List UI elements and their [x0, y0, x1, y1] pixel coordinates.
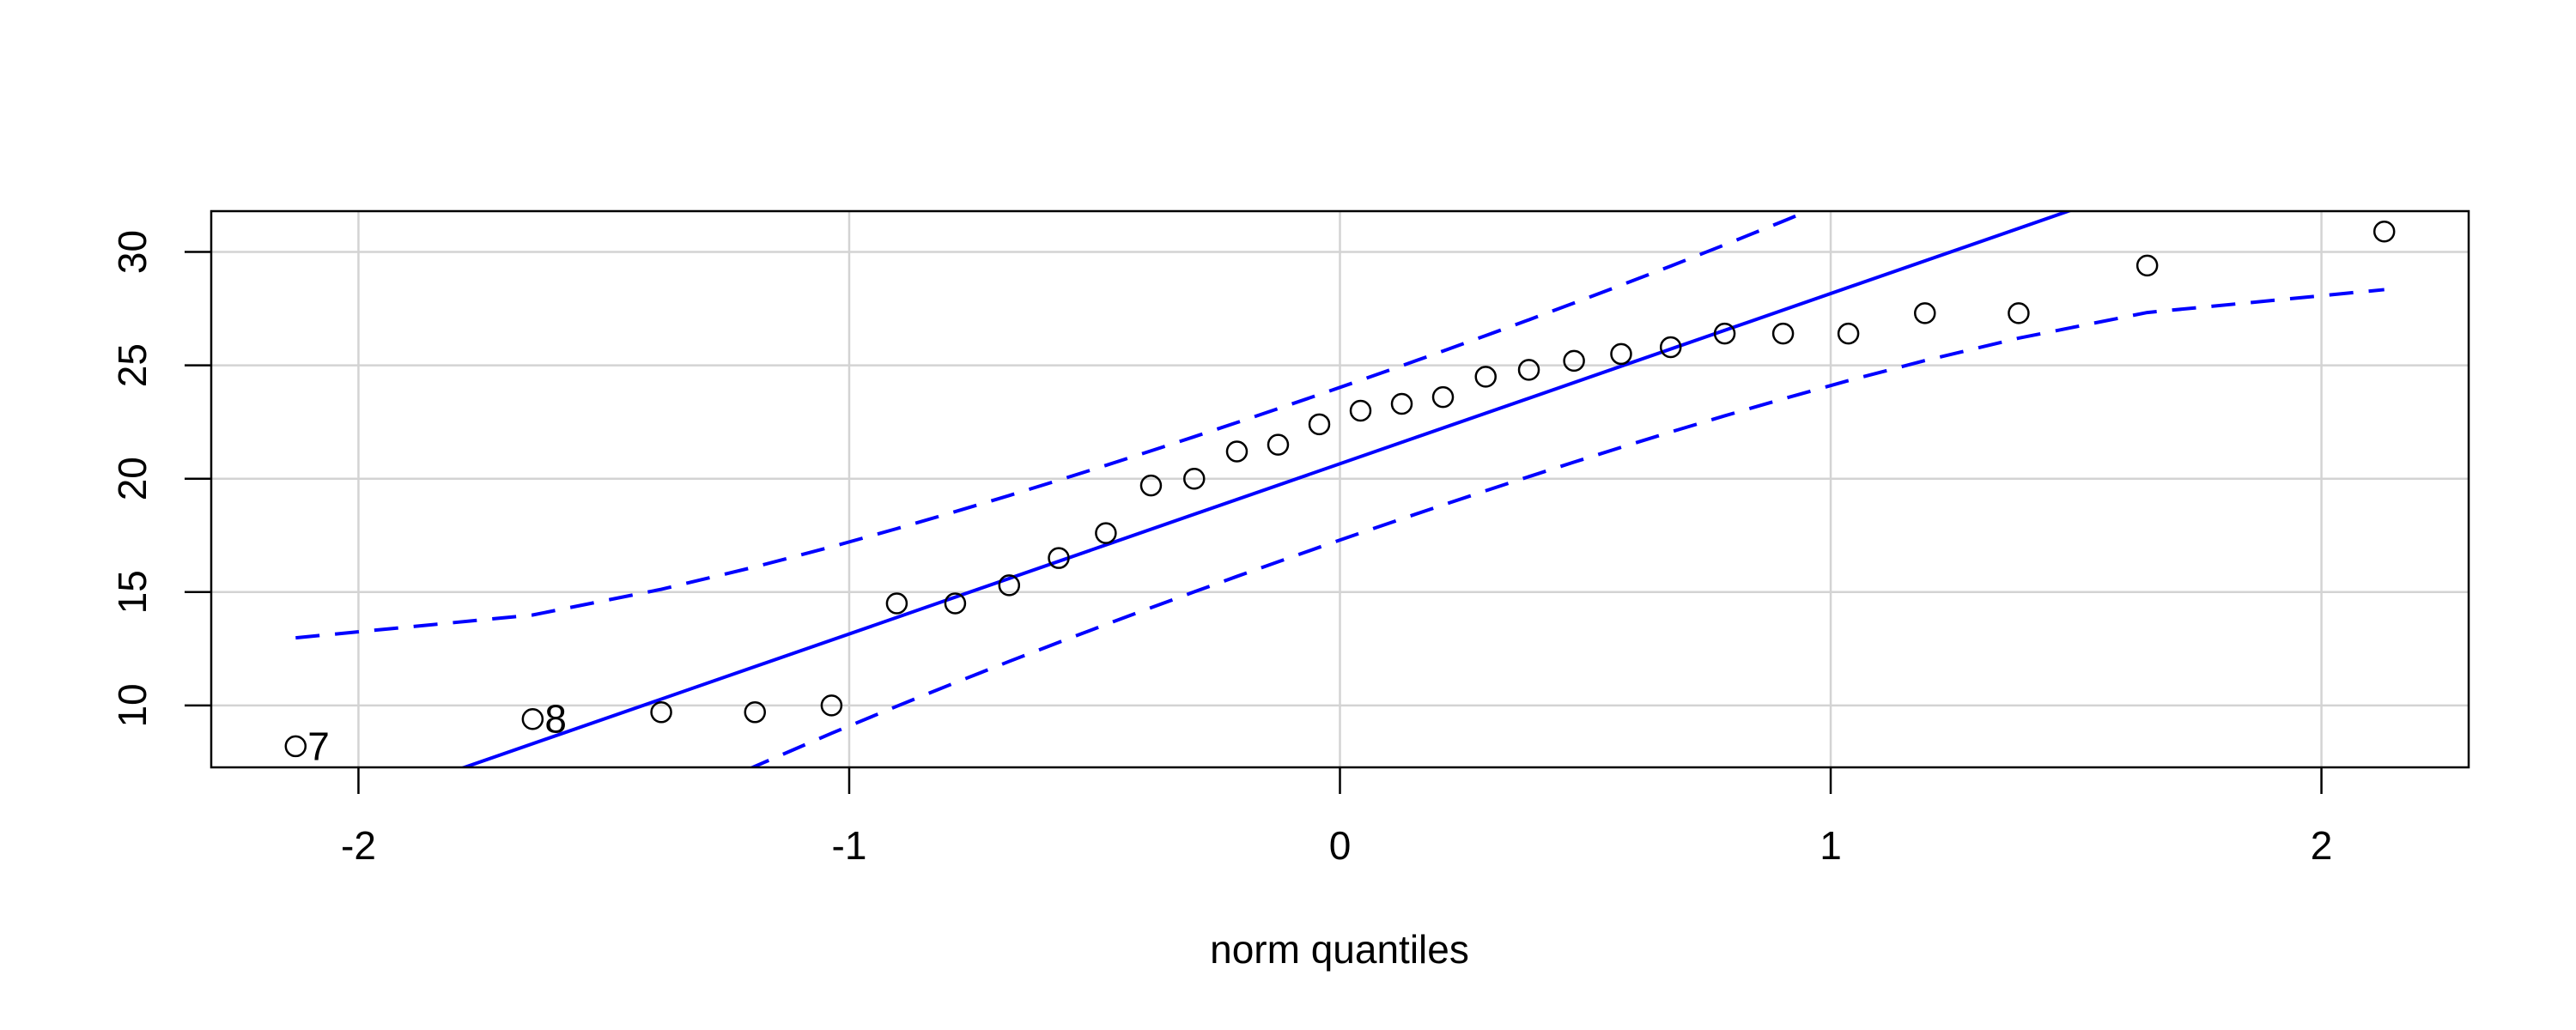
x-tick-label: -1 — [832, 823, 867, 868]
data-points — [284, 221, 2396, 758]
data-point — [885, 592, 908, 615]
reference-line — [459, 211, 2074, 767]
data-point — [1048, 547, 1070, 569]
data-point — [2008, 302, 2030, 324]
grid — [211, 211, 2469, 767]
point-label: 7 — [307, 724, 330, 768]
data-point — [1267, 433, 1290, 456]
y-axis: 10 15 20 25 30 — [110, 230, 211, 727]
data-point — [521, 707, 544, 730]
data-point — [998, 574, 1021, 597]
data-point — [1225, 440, 1249, 463]
x-tick-label: 1 — [1820, 823, 1842, 868]
data-point — [1563, 349, 1585, 373]
data-point — [1308, 413, 1331, 436]
upper-envelope — [295, 211, 1813, 640]
x-axis-title: norm quantiles — [1210, 927, 1469, 972]
data-point — [2372, 221, 2396, 243]
point-labels: 78 — [307, 697, 567, 769]
x-tick-label: 0 — [1329, 823, 1352, 868]
point-label: 8 — [544, 697, 567, 742]
data-point — [1771, 322, 1795, 345]
y-tick-label: 15 — [110, 570, 155, 614]
data-point — [1837, 322, 1860, 345]
data-point — [284, 735, 307, 758]
x-axis: -2 -1 0 1 2 — [341, 767, 2332, 868]
data-point — [944, 592, 967, 615]
data-point — [650, 701, 672, 724]
y-tick-label: 25 — [110, 343, 155, 387]
data-point — [1659, 336, 1682, 359]
data-point — [1139, 474, 1163, 497]
data-point — [2136, 254, 2159, 277]
y-tick-label: 10 — [110, 683, 155, 727]
data-point — [1914, 302, 1936, 324]
lower-envelope — [748, 288, 2385, 767]
fit-lines — [295, 211, 2385, 767]
x-tick-label: -2 — [341, 823, 376, 868]
data-point — [1349, 399, 1372, 422]
y-tick-label: 30 — [110, 230, 155, 274]
y-tick-label: 20 — [110, 457, 155, 500]
data-point — [744, 701, 766, 724]
data-point — [1183, 467, 1206, 490]
x-tick-label: 2 — [2311, 823, 2333, 868]
data-point — [1474, 366, 1497, 388]
data-point — [1610, 342, 1632, 366]
data-point — [1713, 322, 1736, 345]
data-point — [1517, 359, 1540, 381]
data-point — [1431, 385, 1455, 409]
data-point — [1095, 522, 1117, 544]
data-point — [1390, 392, 1413, 415]
data-point — [820, 694, 843, 717]
